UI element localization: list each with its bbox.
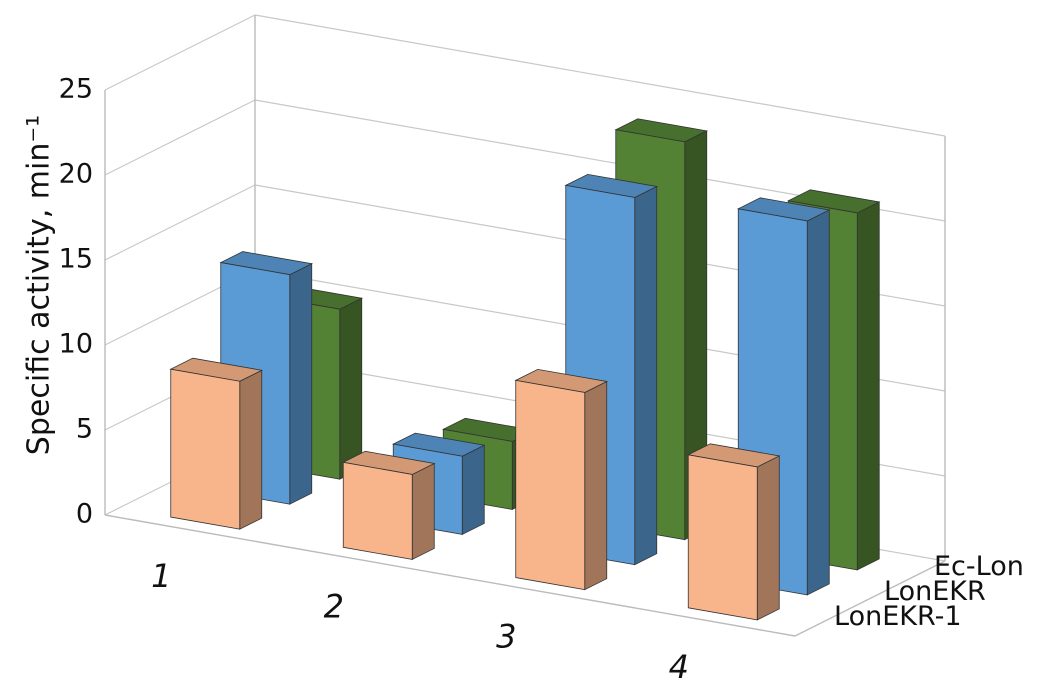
x-tick-label: 3: [496, 618, 516, 656]
bar-front: [515, 379, 586, 591]
axis-line: [794, 560, 946, 637]
legend-label: LonEKR: [884, 576, 986, 607]
bar-side: [461, 444, 485, 536]
bar-side: [584, 380, 608, 591]
bar: [686, 443, 781, 621]
y-tick-label: 0: [76, 499, 93, 530]
bar-side: [411, 462, 435, 561]
grid-line: [104, 14, 256, 91]
grid-line: [104, 99, 256, 176]
x-tick-label: 2: [324, 587, 344, 625]
x-tick-label: 1: [151, 557, 171, 595]
y-tick-label: 20: [59, 159, 93, 190]
grid-line: [104, 184, 256, 261]
bar-front: [342, 461, 413, 560]
y-axis-title: Specific activity, min⁻¹: [22, 115, 57, 455]
bar: [341, 450, 436, 561]
bar-front: [170, 368, 241, 530]
x-tick-label: 4: [669, 648, 689, 685]
bar-side: [634, 185, 658, 566]
bar-side: [239, 369, 263, 530]
bar-side: [339, 297, 363, 480]
bar-side: [856, 201, 880, 571]
y-tick-label: 25: [59, 74, 93, 105]
legend-label: LonEKR-1: [834, 601, 962, 632]
bar-side: [806, 209, 830, 596]
y-tick-label: 5: [76, 414, 93, 445]
legend-label: Ec-Lon: [934, 551, 1024, 582]
bar: [514, 368, 609, 591]
bar-side: [289, 263, 313, 505]
axis-line: [104, 514, 796, 637]
y-tick-label: 10: [59, 329, 93, 360]
grid-line: [254, 14, 946, 137]
bar-side: [756, 455, 780, 621]
bar-front: [687, 454, 758, 621]
bar: [169, 357, 264, 530]
y-tick-label: 15: [59, 244, 93, 275]
